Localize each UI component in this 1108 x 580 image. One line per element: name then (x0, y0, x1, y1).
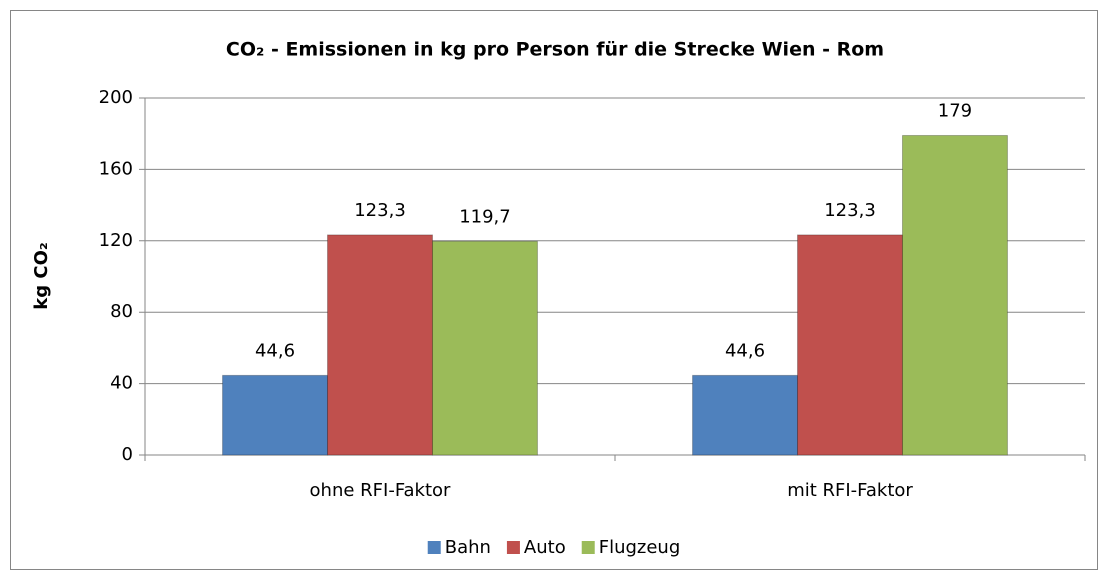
legend-swatch (427, 541, 441, 554)
x-tick-label: ohne RFI-Faktor (310, 480, 452, 501)
x-tick-label: mit RFI-Faktor (787, 480, 913, 501)
y-tick-label: 0 (122, 444, 133, 465)
value-label: 123,3 (354, 200, 406, 221)
bar (797, 234, 903, 456)
value-label: 44,6 (255, 340, 295, 361)
y-tick-label: 200 (99, 87, 133, 108)
bar (327, 234, 433, 456)
y-tick-label: 120 (99, 230, 133, 251)
y-tick-label: 160 (99, 158, 133, 179)
y-tick-label: 40 (110, 373, 133, 394)
value-label: 123,3 (824, 200, 876, 221)
y-tick-label: 80 (110, 301, 133, 322)
bar (901, 134, 1008, 456)
value-label: 44,6 (725, 340, 765, 361)
legend-swatch (581, 541, 595, 554)
value-label: 179 (938, 100, 972, 121)
bar (222, 374, 329, 456)
value-label: 119,7 (459, 206, 511, 227)
legend-label: Flugzeug (599, 537, 681, 558)
legend-swatch (506, 541, 520, 554)
legend-label: Bahn (445, 537, 491, 558)
legend-label: Auto (524, 537, 566, 558)
bar (431, 240, 538, 456)
bar (692, 374, 799, 456)
chart-title: CO₂ - Emissionen in kg pro Person für di… (226, 39, 884, 61)
y-axis-label: kg CO₂ (31, 242, 52, 310)
